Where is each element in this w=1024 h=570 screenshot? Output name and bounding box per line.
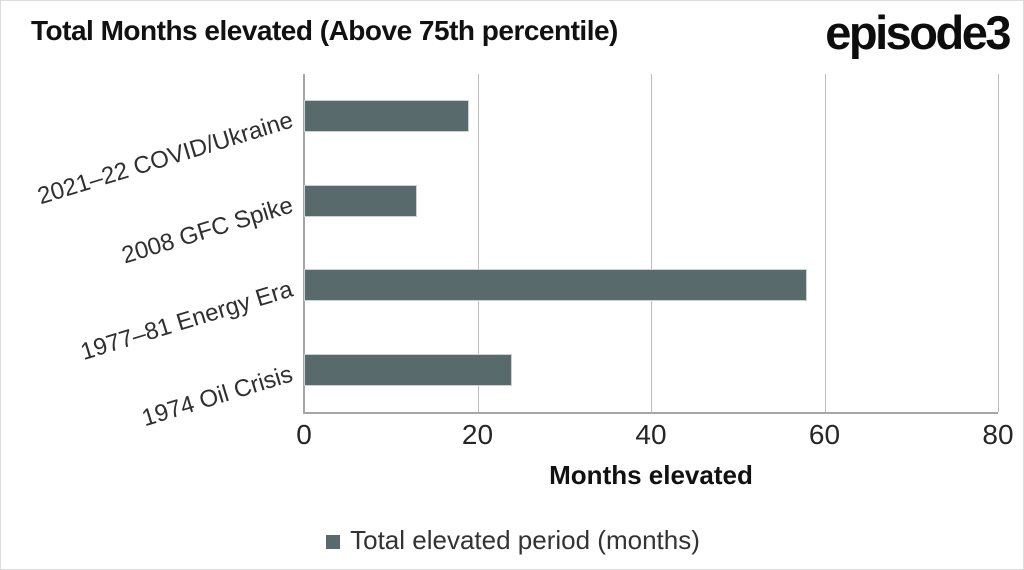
gridline xyxy=(651,74,652,412)
bar xyxy=(304,353,513,386)
x-axis-line xyxy=(303,412,998,414)
x-tick-label: 40 xyxy=(635,419,667,450)
chart-title: Total Months elevated (Above 75th percen… xyxy=(31,15,618,46)
x-tick-label: 0 xyxy=(296,419,312,450)
x-tick-label: 80 xyxy=(982,419,1014,450)
category-label: 2008 GFC Spike xyxy=(118,191,296,270)
legend-swatch-icon xyxy=(326,534,341,549)
episode3-logo: episode3 xyxy=(825,6,1011,59)
gridline xyxy=(998,74,999,412)
gridline xyxy=(477,74,479,412)
y-axis-line xyxy=(303,74,305,412)
legend-label: Total elevated period (months) xyxy=(350,525,700,555)
gridline xyxy=(824,74,826,412)
x-axis-title: Months elevated xyxy=(549,460,753,490)
x-tick-label: 20 xyxy=(461,419,494,450)
bar xyxy=(304,184,417,217)
legend: Total elevated period (months) xyxy=(1,525,1023,556)
bar xyxy=(304,100,469,133)
x-tick-label: 60 xyxy=(808,419,841,450)
category-label: 2021–22 COVID/Ukraine xyxy=(34,106,296,211)
category-label: 1977–81 Energy Era xyxy=(77,275,296,367)
bar xyxy=(304,269,808,302)
